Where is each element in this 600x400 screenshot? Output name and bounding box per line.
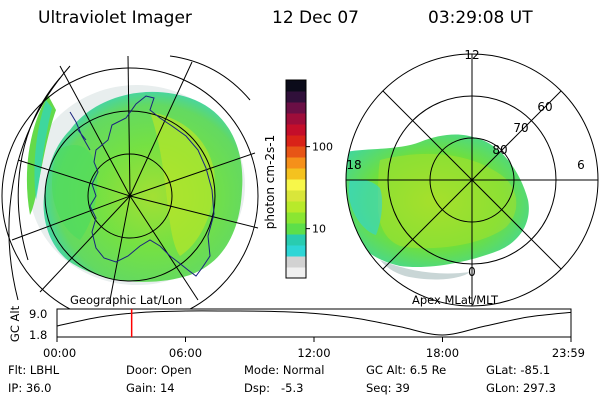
mlat-label-80: 80 (492, 143, 507, 157)
colorbar-tick-label: 10 (312, 223, 326, 236)
mlt-label-12: 12 (464, 48, 479, 62)
left-sliver-edge (34, 100, 52, 200)
timeline-ytick-min: 1.8 (29, 328, 47, 342)
colorbar-tick-label: 100 (312, 141, 333, 154)
colorbar-frame (285, 79, 307, 279)
image-time: 03:29:08 UT (428, 8, 533, 28)
colorbar-segment (286, 256, 306, 268)
longitude-grid (11, 55, 259, 301)
timeline-ylabel: GC Alt (8, 305, 22, 342)
mlat-label-60: 60 (537, 100, 552, 114)
colorbar-segment (286, 146, 306, 158)
colorbar-segment (286, 91, 306, 103)
colorbar-segment (286, 245, 306, 257)
right-map-caption: Apex MLat/MLT (412, 293, 499, 307)
timeline-xtick-label: 06:00 (169, 346, 202, 360)
info-seq: Seq: 39 (366, 381, 410, 395)
colorbar-segment (286, 168, 306, 180)
info-glat: GLat: -85.1 (486, 363, 551, 377)
right-dim-region (348, 179, 383, 235)
limb-arcs (8, 55, 251, 301)
colorbar-segment (286, 201, 306, 213)
left-dim-region (52, 145, 98, 240)
mlat-label-70: 70 (513, 121, 528, 135)
coastline (89, 95, 215, 277)
timeline-xticks: 00:00 06:00 12:00 18:00 23:59 (43, 337, 585, 360)
colorbar-segment (286, 124, 306, 136)
colorbar-segment (286, 113, 306, 125)
magnetic-polar-map: 12 6 0 18 60 70 80 (345, 48, 599, 307)
info-glon: GLon: 297.3 (486, 381, 556, 395)
timeline-xtick-label: 23:59 (552, 346, 585, 360)
info-gc-alt: GC Alt: 6.5 Re (366, 363, 447, 377)
peninsula-coast (69, 111, 91, 151)
timeline-ytick-max: 9.0 (29, 307, 47, 321)
left-map-caption: Geographic Lat/Lon (70, 293, 182, 307)
intensity-colorbar: 100 10 (285, 79, 333, 279)
timeline-xtick-label: 00:00 (43, 346, 76, 360)
timeline-xtick-label: 18:00 (426, 346, 459, 360)
altitude-curve (56, 310, 572, 336)
right-fringe (380, 260, 470, 280)
info-filter: Flt: LBHL (8, 363, 60, 377)
mlt-label-18: 18 (346, 158, 361, 172)
colorbar-segment (286, 190, 306, 202)
info-door: Door: Open (126, 363, 192, 377)
colorbar-segment (286, 234, 306, 246)
colorbar-segment (286, 80, 306, 92)
timeline-xtick-label: 12:00 (297, 346, 330, 360)
colorbar-segment (286, 135, 306, 147)
colorbar-segment (286, 179, 306, 191)
info-ip: IP: 36.0 (8, 381, 52, 395)
altitude-timeline: GC Alt 9.0 1.8 00:00 06:00 12:00 18:00 23:59 (8, 305, 585, 360)
image-date: 12 Dec 07 (272, 8, 359, 28)
colorbar-segment (286, 157, 306, 169)
colorbar-label: photon cm-2s-1 (263, 135, 277, 230)
info-gain: Gain: 14 (126, 381, 175, 395)
colorbar-segment (286, 267, 306, 279)
mlt-label-0: 0 (468, 265, 476, 279)
colorbar-segment (286, 102, 306, 114)
mlt-label-6: 6 (577, 158, 585, 172)
info-mode: Mode: Normal (244, 363, 325, 377)
instrument-title: Ultraviolet Imager (38, 8, 192, 28)
geographic-map (1, 55, 259, 325)
colorbar-segment (286, 212, 306, 224)
left-bright-region (150, 112, 215, 256)
info-dsp: Dsp: -5.3 (244, 381, 304, 395)
right-bright-region (378, 153, 517, 249)
colorbar-segment (286, 223, 306, 235)
mlt-grid (346, 54, 598, 306)
